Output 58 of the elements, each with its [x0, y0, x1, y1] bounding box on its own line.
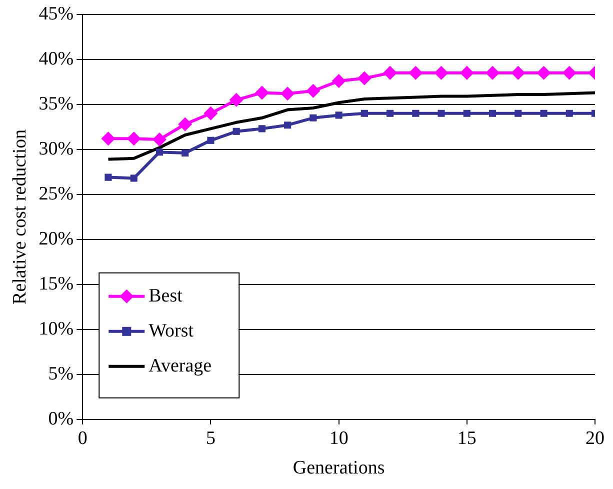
- x-tick-label: 20: [586, 428, 604, 449]
- legend-label: Average: [148, 355, 212, 376]
- x-tick-label: 10: [329, 428, 348, 449]
- point: [101, 132, 116, 146]
- point: [562, 66, 576, 80]
- point: [178, 117, 192, 132]
- point: [438, 110, 445, 117]
- y-tick-label: 10%: [38, 318, 74, 340]
- point: [284, 122, 292, 129]
- point: [258, 125, 266, 132]
- point: [514, 110, 522, 117]
- point: [182, 149, 189, 157]
- point: [408, 66, 423, 80]
- point: [383, 66, 398, 80]
- point: [126, 132, 141, 146]
- point: [357, 71, 372, 86]
- point: [332, 74, 346, 88]
- point: [152, 132, 166, 146]
- y-tick-label: 30%: [38, 138, 74, 160]
- point: [434, 66, 448, 80]
- point: [360, 110, 368, 117]
- point: [335, 112, 342, 119]
- point: [229, 92, 244, 107]
- point: [306, 84, 320, 98]
- y-tick-label: 15%: [38, 273, 74, 294]
- x-tick-label: 0: [78, 428, 88, 449]
- x-tick-label: 5: [206, 428, 216, 449]
- point: [511, 66, 526, 80]
- legend-label: Worst: [148, 320, 194, 342]
- y-tick-label: 0%: [48, 408, 74, 430]
- y-tick-label: 25%: [38, 183, 74, 204]
- x-axis-title: Generations: [292, 458, 385, 479]
- point: [412, 110, 420, 117]
- x-tick-label: 15: [457, 428, 476, 449]
- point: [254, 86, 269, 100]
- legend-label: Best: [148, 285, 184, 306]
- point: [104, 174, 112, 181]
- point: [566, 110, 573, 117]
- point: [540, 110, 548, 117]
- y-tick-label: 5%: [48, 363, 74, 384]
- point: [460, 66, 474, 80]
- point: [130, 174, 138, 182]
- point: [386, 110, 394, 117]
- point: [310, 114, 317, 122]
- y-tick-label: 35%: [38, 93, 74, 114]
- point: [536, 66, 551, 80]
- point: [156, 148, 164, 156]
- point: [486, 66, 500, 80]
- y-axis-title: Relative cost reduction: [9, 128, 30, 304]
- y-tick-label: 40%: [38, 48, 74, 70]
- point: [488, 110, 496, 117]
- point: [463, 110, 470, 117]
- point: [204, 106, 218, 120]
- y-tick-label: 45%: [38, 3, 74, 24]
- point: [232, 128, 240, 135]
- y-tick-label: 20%: [38, 228, 74, 250]
- point: [280, 86, 295, 101]
- point: [207, 136, 214, 144]
